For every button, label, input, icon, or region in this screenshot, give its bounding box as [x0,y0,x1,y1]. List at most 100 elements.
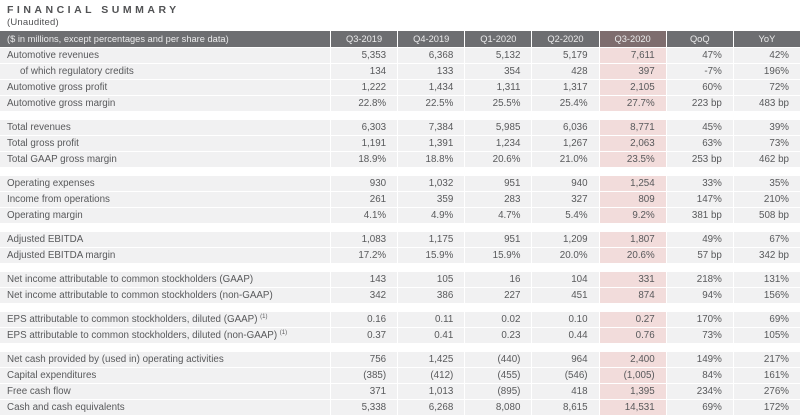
value-cell: 133 [398,64,465,79]
table-row: Net cash provided by (used in) operating… [0,352,800,367]
value-cell: 33% [666,176,733,191]
row-label: Net cash provided by (used in) operating… [0,352,330,367]
value-cell: 6,303 [331,120,398,135]
value-cell: 2,063 [599,136,666,151]
value-cell: 223 bp [666,96,733,111]
value-cell: 45% [666,120,733,135]
value-cell: -7% [666,64,733,79]
value-cell: 15.9% [398,248,465,263]
footnote-marker: (1) [258,313,268,320]
value-cell: 508 bp [733,208,800,223]
value-cell: 4.9% [398,208,465,223]
value-cell: 8,771 [599,120,666,135]
value-cell: 930 [331,176,398,191]
value-cell: 428 [532,64,599,79]
value-cell: 359 [398,192,465,207]
value-cell: 20.0% [532,248,599,263]
section-gap [0,344,800,352]
value-cell: 105 [398,272,465,287]
value-cell: 462 bp [733,152,800,167]
row-label: Operating expenses [0,176,330,191]
table-row: Adjusted EBITDA 1,083 1,175 951 1,209 1,807 49… [0,232,800,247]
value-cell: 342 bp [733,248,800,263]
value-cell: 1,311 [465,80,532,95]
value-cell: 47% [666,48,733,63]
value-cell: 22.8% [331,96,398,111]
value-cell: 210% [733,192,800,207]
value-cell: 69% [666,400,733,415]
row-label: EPS attributable to common stockholders,… [0,312,330,327]
value-cell: 964 [532,352,599,367]
value-cell: 5,353 [331,48,398,63]
value-cell: 354 [465,64,532,79]
row-label: Total revenues [0,120,330,135]
value-cell: 25.5% [465,96,532,111]
financial-summary-table: ($ in millions, except percentages and p… [0,31,800,415]
row-label: Capital expenditures [0,368,330,383]
value-cell: 2,400 [599,352,666,367]
value-cell: 1,175 [398,232,465,247]
value-cell: 23.5% [599,152,666,167]
table-row: Operating margin 4.1% 4.9% 4.7% 5.4% 9.2% 381 … [0,208,800,223]
value-cell: 809 [599,192,666,207]
value-cell: 73% [733,136,800,151]
value-cell: 418 [532,384,599,399]
value-cell: 1,425 [398,352,465,367]
value-cell: 1,807 [599,232,666,247]
value-cell: 6,268 [398,400,465,415]
section-gap [0,224,800,232]
value-cell: 1,032 [398,176,465,191]
value-cell: 0.37 [331,328,398,343]
value-cell: 234% [666,384,733,399]
value-cell: 39% [733,120,800,135]
footnote-marker: (1) [278,329,288,336]
table-row: Net income attributable to common stockh… [0,288,800,303]
value-cell: 5,179 [532,48,599,63]
value-cell: 15.9% [465,248,532,263]
value-cell: 18.9% [331,152,398,167]
value-cell: 1,317 [532,80,599,95]
table-row: Total revenues 6,303 7,384 5,985 6,036 8,771 4… [0,120,800,135]
table-row: EPS attributable to common stockholders,… [0,328,800,343]
table-row: Adjusted EBITDA margin 17.2% 15.9% 15.9% 20.… [0,248,800,263]
value-cell: 20.6% [599,248,666,263]
table-row: Cash and cash equivalents 5,338 6,268 8,080… [0,400,800,415]
table-row: Capital expenditures (385) (412) (455) (546)… [0,368,800,383]
table-row: Total GAAP gross margin 18.9% 18.8% 20.6% 21… [0,152,800,167]
table-row: Income from operations 261 359 283 327 809 147… [0,192,800,207]
value-cell: 134 [331,64,398,79]
value-cell: 1,395 [599,384,666,399]
section-gap [0,264,800,272]
value-cell: 161% [733,368,800,383]
value-cell: 94% [666,288,733,303]
value-cell: 0.11 [398,312,465,327]
table-header-label: ($ in millions, except percentages and p… [0,31,330,47]
value-cell: 5,132 [465,48,532,63]
table-row: Total gross profit 1,191 1,391 1,234 1,267 2,… [0,136,800,151]
table-row: Automotive gross profit 1,222 1,434 1,311 1,… [0,80,800,95]
value-cell: 20.6% [465,152,532,167]
value-cell: 25.4% [532,96,599,111]
row-label: Total gross profit [0,136,330,151]
value-cell: 18.8% [398,152,465,167]
value-cell: 5.4% [532,208,599,223]
value-cell: 1,083 [331,232,398,247]
value-cell: 72% [733,80,800,95]
row-label: Automotive gross margin [0,96,330,111]
row-label: Income from operations [0,192,330,207]
table-row: Operating expenses 930 1,032 951 940 1,254 33%… [0,176,800,191]
value-cell: 397 [599,64,666,79]
table-row: Free cash flow 371 1,013 (895) 418 1,395 234% 2… [0,384,800,399]
value-cell: 196% [733,64,800,79]
value-cell: 1,391 [398,136,465,151]
value-cell: 170% [666,312,733,327]
section-gap [0,304,800,312]
value-cell: 42% [733,48,800,63]
table-header-row: ($ in millions, except percentages and p… [0,31,800,47]
page-subtitle: (Unaudited) [7,17,59,28]
section-gap [0,112,800,120]
value-cell: 1,191 [331,136,398,151]
value-cell: 57 bp [666,248,733,263]
value-cell: 8,080 [465,400,532,415]
